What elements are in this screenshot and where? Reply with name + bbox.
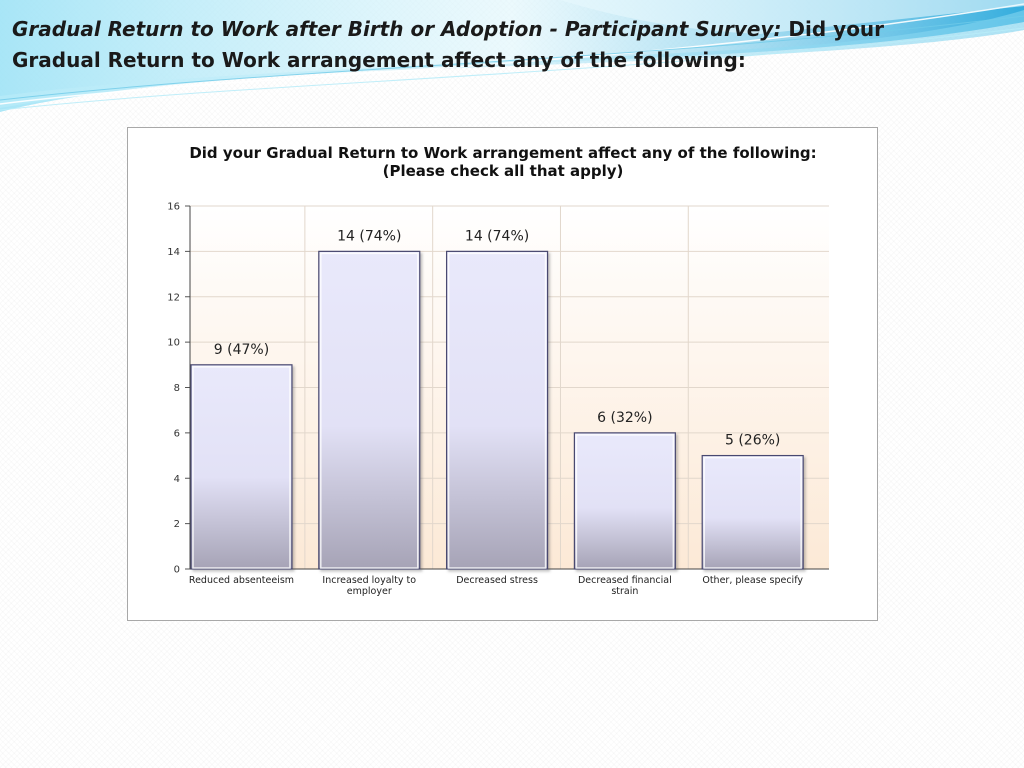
x-tick-label: Reduced absenteeism: [188, 575, 295, 586]
y-tick-label: 10: [167, 338, 180, 349]
data-label: 5 (26%): [725, 433, 780, 449]
chart-title: Did your Gradual Return to Work arrangem…: [189, 144, 817, 180]
bar-highlight: [703, 456, 802, 569]
bar-chart: 0 2 4 6 8 10 12 14 16 9 (47%) 14 (74%) 14 (74%) 6 (…: [167, 202, 829, 576]
x-tick-label: Decreased stress: [456, 575, 538, 586]
data-label: 6 (32%): [597, 410, 652, 426]
header-swoosh-decoration: [0, 0, 1024, 112]
bar-highlight: [192, 366, 291, 569]
data-label: 14 (74%): [337, 228, 401, 244]
x-tick-label: Decreased financial strain: [577, 575, 672, 597]
data-label: 14 (74%): [465, 228, 529, 244]
slide-title-bold: Gradual Return to Work after Birth or Ad…: [12, 17, 782, 41]
bar: [573, 432, 676, 570]
bar: [190, 364, 293, 570]
y-tick-label: 16: [167, 202, 180, 213]
y-tick-label: 14: [167, 247, 180, 258]
y-tick-label: 12: [167, 292, 180, 303]
bar: [446, 250, 549, 570]
bar-highlight: [575, 434, 675, 569]
y-tick-label: 4: [174, 474, 180, 485]
bar: [318, 250, 421, 570]
y-tick-label: 6: [174, 428, 180, 439]
x-tick-label: Increased loyalty to employer: [322, 575, 417, 597]
y-tick-label: 2: [174, 519, 180, 530]
bar-highlight: [447, 252, 547, 569]
y-tick-label: 8: [174, 383, 180, 394]
chart-frame: 0 2 4 6 8 10 12 14 16 9 (47%) 14 (74%) 14 (74%) 6 (…: [127, 127, 878, 621]
y-tick-label: 0: [174, 565, 180, 576]
bar: [701, 454, 804, 570]
data-label: 9 (47%): [214, 342, 269, 358]
slide-title: Gradual Return to Work after Birth or Ad…: [12, 14, 912, 76]
bar-highlight: [320, 252, 419, 569]
x-tick-label: Other, please specify: [702, 575, 803, 586]
slide-title-rest: Did your Gradual Return to Work arrangem…: [12, 17, 885, 72]
